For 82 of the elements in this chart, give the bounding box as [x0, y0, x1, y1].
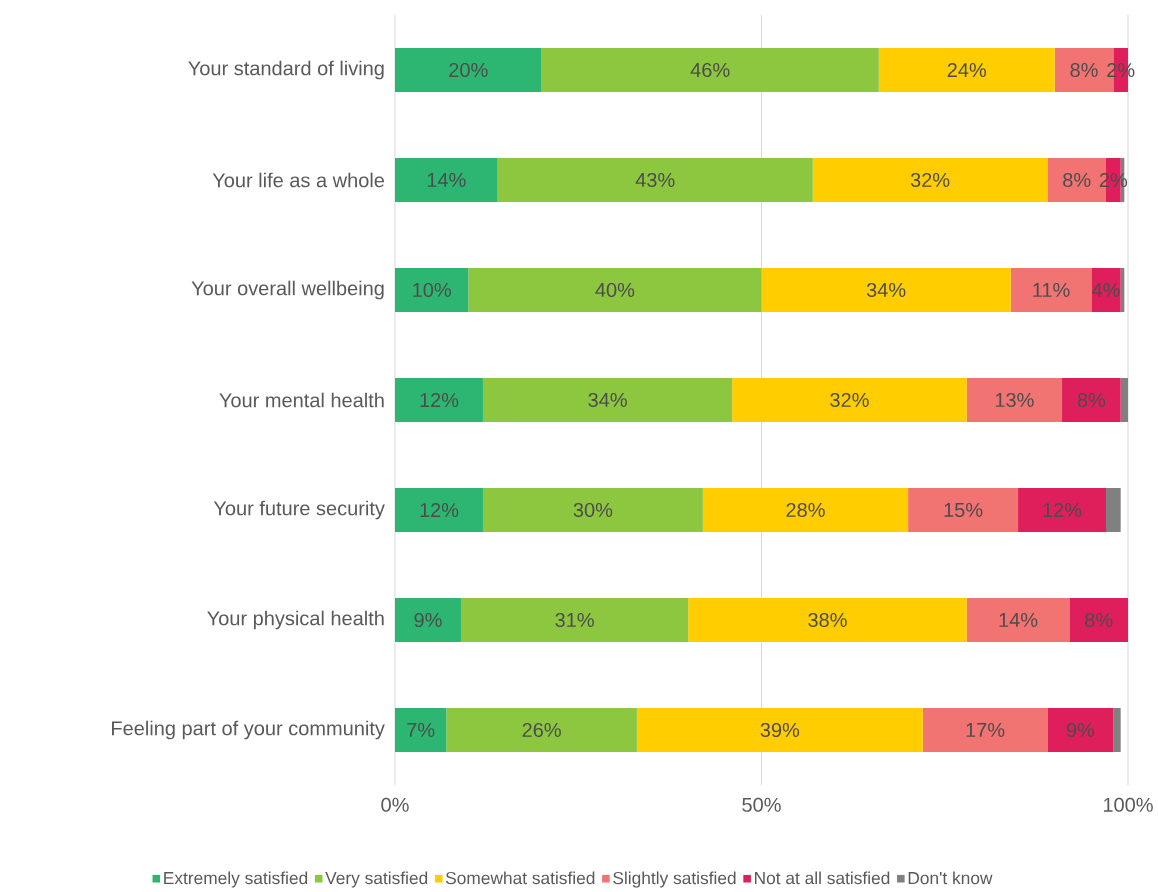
bar [812, 158, 1048, 202]
legend-label: Slightly satisfied [613, 871, 736, 888]
bar [1047, 708, 1114, 752]
bar [395, 48, 542, 92]
data-label: 12% [1043, 502, 1082, 518]
bar [1069, 598, 1128, 642]
data-label: 12% [420, 392, 459, 408]
data-label: 34% [588, 392, 627, 408]
data-label: 39% [760, 722, 800, 738]
bar [460, 598, 689, 642]
bar [482, 488, 703, 532]
bar [922, 708, 1048, 752]
data-label: 13% [995, 392, 1034, 408]
data-label: 31% [555, 612, 594, 628]
data-label: 15% [944, 502, 983, 518]
data-label: 12% [420, 502, 459, 518]
legend-label: Somewhat satisfied [445, 871, 595, 885]
legend-label: Not at all satisfied [755, 871, 890, 885]
bar [468, 268, 762, 312]
bar [395, 598, 461, 642]
data-label: 32% [830, 392, 869, 408]
bar [966, 378, 1063, 422]
bar [395, 708, 447, 752]
bar [908, 488, 1019, 532]
data-label: 8% [1070, 62, 1098, 78]
bar [497, 158, 813, 202]
data-label: 7% [407, 723, 435, 737]
data-label: 8% [1085, 612, 1113, 628]
data-label: 17% [966, 723, 1005, 737]
bar [761, 268, 1011, 312]
bar [1113, 708, 1121, 752]
bar [1010, 268, 1092, 312]
data-label: 9% [1066, 722, 1095, 738]
x-tick-label: 50% [742, 797, 781, 812]
data-label: 26% [522, 722, 561, 738]
y-tick-label: Your life as a whole [212, 172, 385, 188]
data-label: 30% [573, 502, 613, 518]
legend-label: Very satisfied [325, 871, 428, 888]
bar [395, 378, 483, 422]
legend-label: Extremely satisfied [164, 871, 308, 888]
data-label: 24% [947, 62, 987, 78]
bar [446, 708, 637, 752]
data-label: 38% [808, 612, 847, 628]
y-tick-label: Your mental health [219, 392, 384, 408]
bar [395, 158, 498, 202]
y-tick-label: Your overall wellbeing [191, 280, 384, 300]
data-label: 14% [427, 173, 466, 187]
bar [1018, 488, 1107, 532]
bar [482, 378, 733, 422]
data-label: 14% [999, 613, 1038, 627]
bar [541, 48, 879, 92]
data-label: 9% [414, 612, 442, 628]
bar [1091, 268, 1121, 312]
data-label: 32% [910, 172, 950, 188]
bar [966, 598, 1070, 642]
data-label: 10% [413, 282, 451, 298]
bar [688, 598, 967, 642]
data-label: 11% [1033, 283, 1070, 297]
data-label: 28% [786, 502, 825, 518]
y-tick-label: Your standard of living [188, 60, 384, 80]
x-tick-label: 0% [381, 797, 409, 812]
data-label: 43% [635, 172, 675, 188]
bar [732, 378, 967, 422]
data-label: 34% [866, 282, 906, 298]
bar [1106, 488, 1121, 532]
data-label: 8% [1077, 392, 1106, 408]
y-tick-label: Feeling part of your community [112, 720, 385, 740]
data-label: 8% [1063, 172, 1091, 188]
data-label: 40% [595, 282, 635, 298]
data-label: 4% [1092, 283, 1120, 297]
bar [878, 48, 1055, 92]
bar [395, 268, 469, 312]
bar [636, 708, 923, 752]
x-tick-label: 100% [1103, 797, 1153, 812]
data-label: 20% [449, 62, 488, 78]
bar [702, 488, 909, 532]
y-tick-label: Your physical health [207, 610, 384, 630]
data-label: 46% [690, 62, 730, 78]
bar [395, 488, 483, 532]
bar [1062, 378, 1121, 422]
y-tick-label: Your future security [213, 500, 385, 520]
legend-label: Don't know [908, 871, 993, 885]
